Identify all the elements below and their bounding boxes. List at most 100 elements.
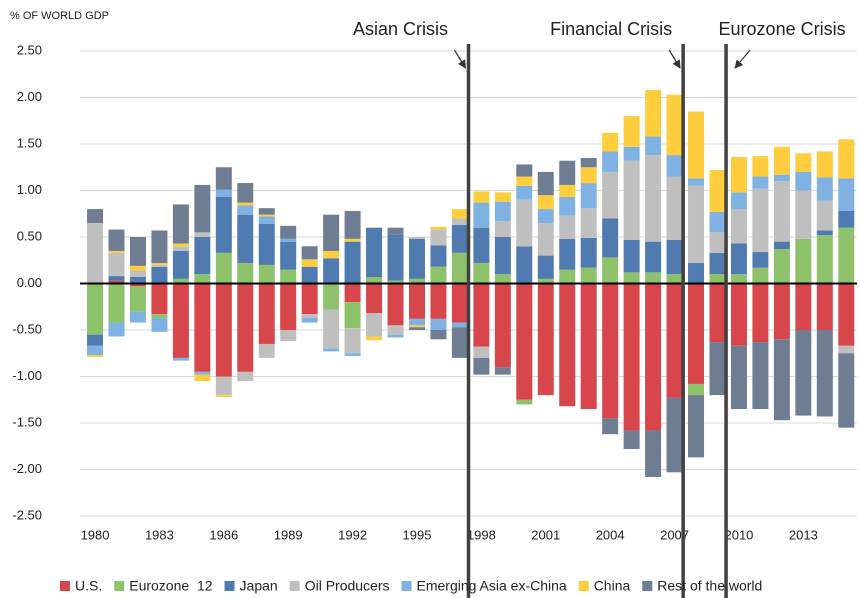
bar-segment xyxy=(151,317,168,332)
bar-segment xyxy=(151,314,168,318)
bar-segment xyxy=(258,208,275,215)
y-tick-label: 0.00 xyxy=(17,275,42,290)
y-tick-label: 0.50 xyxy=(17,228,42,243)
bar-segment xyxy=(580,267,597,284)
bar-segment xyxy=(237,183,254,203)
bar-segment xyxy=(451,327,468,358)
bar-segment xyxy=(215,189,232,198)
bar-segment xyxy=(280,241,297,270)
bar-segment xyxy=(387,325,404,335)
bar-segment xyxy=(516,164,533,177)
bar-segment xyxy=(366,276,383,284)
bar-segment xyxy=(408,325,425,328)
bar-segment xyxy=(559,160,576,185)
bar-segment xyxy=(623,146,640,161)
annotation: Eurozone Crisis xyxy=(719,19,846,39)
bar-segment xyxy=(301,246,318,260)
bar-segment xyxy=(602,283,619,419)
bar-segment xyxy=(752,251,769,268)
bar-segment xyxy=(838,353,855,428)
bar-segment xyxy=(323,309,340,349)
bar-segment xyxy=(795,330,812,416)
bar-segment xyxy=(451,218,468,225)
bar-segment xyxy=(301,314,318,318)
legend-item: Emerging Asia ex-China xyxy=(401,578,567,594)
bar-segment xyxy=(451,322,468,328)
bar-segment xyxy=(430,318,447,330)
y-tick-label: -1.00 xyxy=(12,368,42,383)
bar-segment xyxy=(709,283,726,343)
legend-label: Emerging Asia ex-China xyxy=(417,578,567,594)
bar-segment xyxy=(730,209,747,244)
bar-segment xyxy=(816,151,833,178)
bar-segment xyxy=(838,283,855,346)
bar-segment xyxy=(645,155,662,242)
legend-swatch xyxy=(642,581,653,591)
bar-segment xyxy=(838,227,855,284)
bar-segment xyxy=(795,153,812,172)
bar-segment xyxy=(494,283,511,368)
bar-segment xyxy=(816,235,833,284)
bar-segment xyxy=(602,257,619,284)
bar-segment xyxy=(87,355,104,357)
bar-segment xyxy=(688,178,705,186)
bar-segment xyxy=(838,139,855,179)
bar-segment xyxy=(816,200,833,231)
bar-segment xyxy=(537,195,554,210)
bar-segment xyxy=(344,328,361,354)
bar-segment xyxy=(537,209,554,224)
bar-segment xyxy=(87,223,104,284)
bar-segment xyxy=(301,283,318,315)
bar-segment xyxy=(773,241,790,250)
bar-segment xyxy=(323,348,340,352)
y-tick-label: -0.50 xyxy=(12,321,42,336)
y-axis-title: % OF WORLD GDP xyxy=(10,10,109,22)
x-tick-label: 1986 xyxy=(209,527,238,542)
bar-segment xyxy=(494,201,511,222)
bar-segment xyxy=(623,272,640,284)
bar-segment xyxy=(559,215,576,239)
bar-segment xyxy=(473,263,490,284)
legend-item: Eurozone 12 xyxy=(114,578,213,594)
bar-segment xyxy=(623,116,640,147)
bar-segment xyxy=(838,345,855,354)
x-tick-label: 1983 xyxy=(145,527,174,542)
legend-label: Rest of the world xyxy=(657,578,762,594)
bar-segment xyxy=(688,283,705,384)
bar-segment xyxy=(602,218,619,258)
legend-item: U.S. xyxy=(60,578,102,594)
bar-segment xyxy=(108,322,125,337)
bar-segment xyxy=(237,283,254,372)
bar-segment xyxy=(280,283,297,330)
bar-segment xyxy=(172,246,189,251)
bar-segment xyxy=(602,171,619,219)
bar-segment xyxy=(237,205,254,215)
legend-item: Oil Producers xyxy=(289,578,390,594)
bar-segment xyxy=(580,208,597,238)
bar-segment xyxy=(258,264,275,284)
bar-segment xyxy=(194,274,211,284)
bar-segment xyxy=(816,230,833,236)
bar-segment xyxy=(709,274,726,284)
bar-segment xyxy=(602,132,619,152)
y-tick-label: 2.50 xyxy=(17,42,42,57)
bar-segment xyxy=(516,246,533,284)
y-tick-label: 2.00 xyxy=(17,89,42,104)
bar-segment xyxy=(430,283,447,319)
bar-segment xyxy=(366,336,383,341)
bar-segment xyxy=(666,94,683,156)
bar-segment xyxy=(87,334,104,346)
bar-segment xyxy=(816,330,833,417)
bar-segment xyxy=(280,269,297,284)
bar-segment xyxy=(408,278,425,284)
legend-swatch xyxy=(289,581,300,591)
bar-segment xyxy=(280,330,297,342)
bar-segment xyxy=(494,192,511,202)
bar-segment xyxy=(666,239,683,275)
x-tick-label: 2001 xyxy=(531,527,560,542)
bar-segment xyxy=(451,283,468,323)
legend-swatch xyxy=(401,581,412,591)
bar-segment xyxy=(537,283,554,396)
bar-segment xyxy=(516,185,533,200)
bar-segment xyxy=(108,280,125,284)
